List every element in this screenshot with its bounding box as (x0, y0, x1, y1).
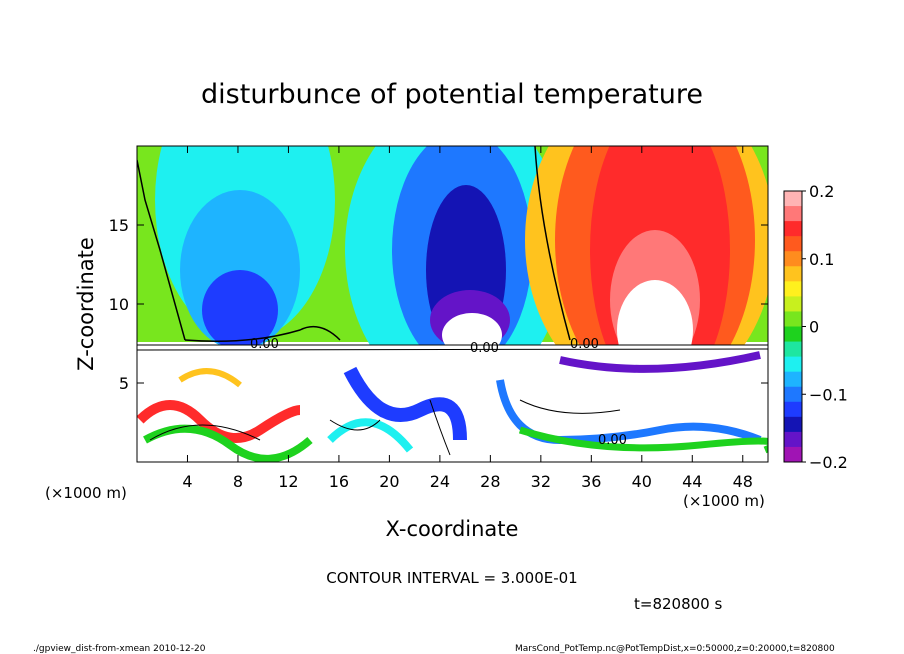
field-swirl-cyan (327, 418, 414, 453)
x-tick-label: 44 (682, 472, 702, 491)
colorbar-swatch (784, 206, 802, 222)
contour-line (137, 344, 768, 351)
x-tick-label: 24 (430, 472, 450, 491)
colorbar-swatch (784, 416, 802, 433)
plot-area: 0.00 0.00 0.00 0.00 (136, 145, 769, 463)
field-swirl-purple-right (559, 351, 761, 373)
x-tick-label: 12 (278, 472, 298, 491)
contour-line (534, 146, 571, 341)
colorbar-swatch (784, 326, 802, 343)
x-tick-label: 20 (379, 472, 399, 491)
colorbar-swatch (784, 236, 802, 252)
colorbar-tick-label: 0.1 (809, 250, 834, 269)
contour-label: 0.00 (470, 341, 499, 356)
field-swirl-red (137, 400, 301, 443)
x-tick-label: 32 (531, 472, 551, 491)
colorbar-swatch (784, 296, 802, 312)
field-swirl-yellow (178, 368, 242, 388)
x-tick-label: 40 (632, 472, 652, 491)
colorbar-swatch (784, 266, 802, 282)
colorbar-tick-label: 0 (809, 318, 819, 337)
x-tick-label: 16 (329, 472, 349, 491)
contour-label: 0.00 (570, 337, 599, 352)
colorbar-tick-label: 0.2 (809, 182, 834, 201)
x-tick-label: 48 (733, 472, 753, 491)
field-swirl-blue (343, 366, 467, 441)
colorbar-swatch (784, 401, 802, 418)
x-tick-label: 28 (480, 472, 500, 491)
colorbar-tick-label: −0.2 (809, 453, 848, 472)
x-tick-label: 4 (182, 472, 192, 491)
y-axis: 5 10 15 (109, 216, 768, 393)
y-axis-label: Z-coordinate (74, 237, 98, 371)
contour-label: 0.00 (598, 433, 627, 448)
footer-right: MarsCond_PotTemp.nc@PotTempDist,x=0:5000… (515, 644, 835, 654)
contour-label: 0.00 (250, 337, 279, 352)
x-tick-label: 8 (233, 472, 243, 491)
contour-line (137, 159, 186, 341)
colorbar-swatch (784, 341, 802, 358)
time-label: t=820800 s (634, 595, 722, 613)
chart-title: disturbunce of potential temperature (201, 79, 703, 110)
colorbar-swatch (784, 281, 802, 297)
colorbar-tick-label: −0.1 (809, 385, 848, 404)
colorbar-swatch (784, 386, 802, 403)
y-tick-label: 15 (109, 216, 129, 235)
colorbar-swatch (784, 356, 802, 373)
colorbar-swatch (784, 431, 802, 448)
colorbar-swatch (784, 311, 802, 327)
footer-left: ./gpview_dist-from-xmean 2010-12-20 (33, 644, 206, 654)
x-tick-label: 36 (581, 472, 601, 491)
y-tick-label: 5 (119, 374, 129, 393)
colorbar: 0.2 0.1 0 −0.1 −0.2 (783, 182, 848, 472)
y-axis-unit: (×1000 m) (45, 484, 127, 502)
heatmap-field (137, 146, 768, 462)
x-axis: 4 8 12 16 20 24 28 32 36 40 44 48 (182, 146, 753, 491)
x-axis-unit: (×1000 m) (683, 492, 765, 510)
contour-interval-label: CONTOUR INTERVAL = 3.000E-01 (326, 569, 577, 587)
colorbar-swatch (784, 446, 802, 463)
contour-line (149, 399, 621, 456)
colorbar-swatch (784, 221, 802, 237)
field-swirl-blue-right (496, 379, 762, 445)
colorbar-swatch (784, 371, 802, 388)
contour-line (184, 325, 341, 342)
x-axis-label: X-coordinate (386, 517, 519, 541)
field-darkblue-left (202, 270, 278, 350)
field-swirl-green-right (518, 426, 768, 454)
colorbar-swatch (784, 251, 802, 267)
colorbar-swatch (784, 191, 802, 207)
y-tick-label: 10 (109, 295, 129, 314)
